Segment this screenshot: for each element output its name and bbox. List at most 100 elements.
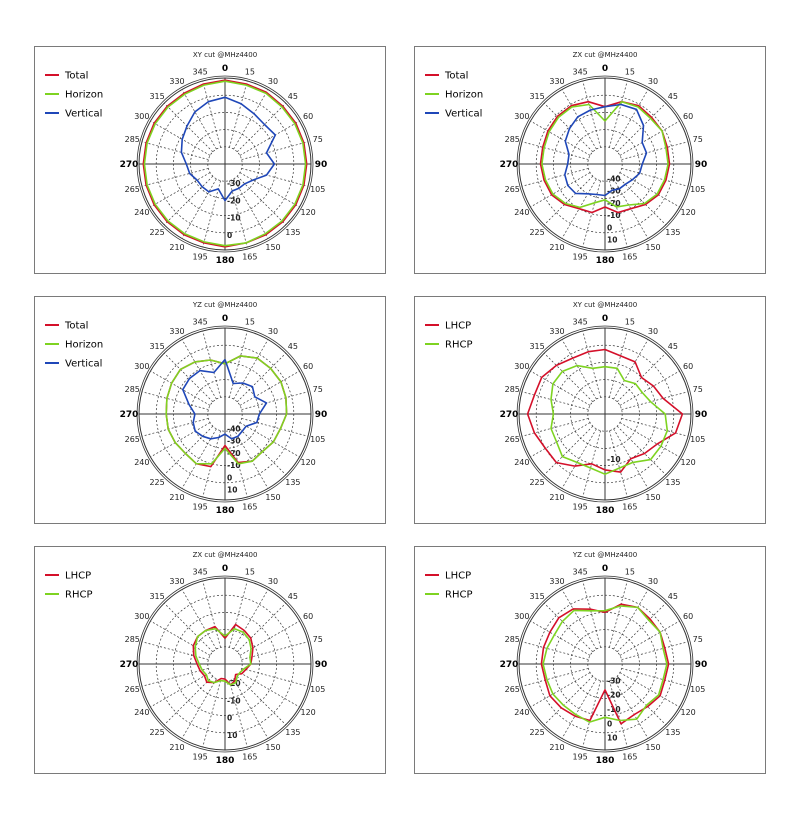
spoke-line xyxy=(561,678,597,739)
angle-tick-label: 135 xyxy=(665,728,680,737)
radial-tick-label: 0 xyxy=(227,714,232,723)
angle-tick-label: 345 xyxy=(573,317,588,326)
series-line-horizon xyxy=(165,355,288,465)
angle-tick-label: 285 xyxy=(125,135,140,144)
spoke-line xyxy=(229,330,248,398)
angle-tick-label: 225 xyxy=(149,228,164,237)
spoke-line xyxy=(609,430,628,498)
radial-tick-label: -30 xyxy=(607,676,621,685)
legend-label: Total xyxy=(444,71,468,82)
radial-tick-label: 10 xyxy=(607,236,617,245)
spoke-line xyxy=(141,641,209,660)
spoke-line xyxy=(582,330,601,398)
spoke-line xyxy=(613,428,649,489)
angle-tick-label: 180 xyxy=(596,756,615,766)
angle-tick-label: 0 xyxy=(602,564,608,574)
angle-tick-label: 180 xyxy=(596,256,615,266)
spoke-line xyxy=(521,418,589,437)
chart-title: YZ cut @MHz4400 xyxy=(572,551,637,559)
spoke-line xyxy=(521,391,589,410)
angle-tick-label: 90 xyxy=(695,660,708,670)
spoke-line xyxy=(241,641,309,660)
spoke-line xyxy=(233,89,269,150)
angle-tick-label: 285 xyxy=(505,635,520,644)
angle-tick-label: 15 xyxy=(625,567,635,576)
spoke-line xyxy=(202,580,221,648)
series-line-vertical xyxy=(564,103,648,197)
series-line-rhcp xyxy=(542,605,668,723)
spoke-line xyxy=(233,589,269,650)
spoke-line xyxy=(163,352,214,403)
spoke-line xyxy=(229,430,248,498)
angle-tick-label: 60 xyxy=(303,112,313,121)
legend-label: Total xyxy=(64,321,88,332)
chart-title: YZ cut @MHz4400 xyxy=(192,301,257,309)
angle-tick-label: 265 xyxy=(125,185,140,194)
spoke-line xyxy=(150,120,211,156)
radial-tick-label: -30 xyxy=(607,187,621,196)
spoke-line xyxy=(241,391,309,410)
series-line-total xyxy=(142,79,308,248)
angle-tick-label: 270 xyxy=(500,410,519,420)
radial-tick-label: 0 xyxy=(607,223,612,232)
angle-tick-label: 180 xyxy=(216,756,235,766)
angle-tick-label: 300 xyxy=(514,362,529,371)
angle-tick-label: 45 xyxy=(288,92,298,101)
spoke-line xyxy=(233,428,269,489)
chart-title: ZX cut @MHz4400 xyxy=(573,51,638,59)
angle-tick-label: 165 xyxy=(622,753,637,762)
angle-tick-label: 345 xyxy=(193,567,208,576)
spoke-line xyxy=(163,102,214,153)
spoke-line xyxy=(521,641,589,660)
outer-border-ring xyxy=(516,575,694,753)
angle-tick-label: 330 xyxy=(169,77,184,86)
spoke-line xyxy=(530,370,591,406)
angle-tick-label: 195 xyxy=(573,503,588,512)
spoke-line xyxy=(582,580,601,648)
angle-tick-label: 210 xyxy=(169,243,184,252)
radial-tick-label: -10 xyxy=(607,211,621,220)
angle-tick-label: 300 xyxy=(514,112,529,121)
angle-tick-label: 120 xyxy=(300,708,315,717)
angle-tick-label: 165 xyxy=(242,253,257,262)
spoke-line xyxy=(181,89,217,150)
angle-tick-label: 285 xyxy=(505,385,520,394)
angle-tick-label: 195 xyxy=(193,753,208,762)
spoke-line xyxy=(181,428,217,489)
angle-tick-label: 210 xyxy=(549,243,564,252)
spoke-line xyxy=(609,80,628,148)
spoke-line xyxy=(619,370,680,406)
angle-tick-label: 105 xyxy=(690,185,705,194)
angle-tick-label: 330 xyxy=(169,577,184,586)
radial-tick-label: -40 xyxy=(227,424,241,433)
chart-title: ZX cut @MHz4400 xyxy=(193,551,258,559)
spoke-line xyxy=(141,668,209,687)
spoke-line xyxy=(239,620,300,656)
angle-tick-label: 225 xyxy=(529,228,544,237)
spoke-line xyxy=(229,680,248,748)
angle-tick-label: 0 xyxy=(222,64,228,74)
polar-chart-zx-cut: ZX cut @MHz4400 0 15 30 45 60 75 90 105 120 135 150… xyxy=(414,46,766,274)
angle-tick-label: 195 xyxy=(573,253,588,262)
angle-tick-label: 120 xyxy=(300,458,315,467)
spoke-line xyxy=(239,120,300,156)
spoke-line xyxy=(236,352,287,403)
angle-tick-label: 60 xyxy=(303,612,313,621)
spoke-line xyxy=(616,602,667,653)
angle-tick-label: 180 xyxy=(596,506,615,516)
angle-tick-label: 60 xyxy=(303,362,313,371)
angle-tick-label: 60 xyxy=(683,112,693,121)
angle-tick-label: 345 xyxy=(193,317,208,326)
spoke-line xyxy=(229,580,248,648)
spoke-line xyxy=(530,620,591,656)
spoke-line xyxy=(561,339,597,400)
angle-tick-label: 30 xyxy=(268,577,278,586)
angle-tick-label: 270 xyxy=(120,660,139,670)
angle-tick-label: 45 xyxy=(668,592,678,601)
angle-tick-label: 15 xyxy=(625,317,635,326)
spoke-line xyxy=(616,175,667,226)
polar-plot-svg: XY cut @MHz4400 0 15 30 45 60 75 90 105 120 135 150… xyxy=(425,301,707,516)
outer-border-ring xyxy=(136,75,314,253)
angle-tick-label: 180 xyxy=(216,256,235,266)
legend-label: Vertical xyxy=(445,109,482,120)
